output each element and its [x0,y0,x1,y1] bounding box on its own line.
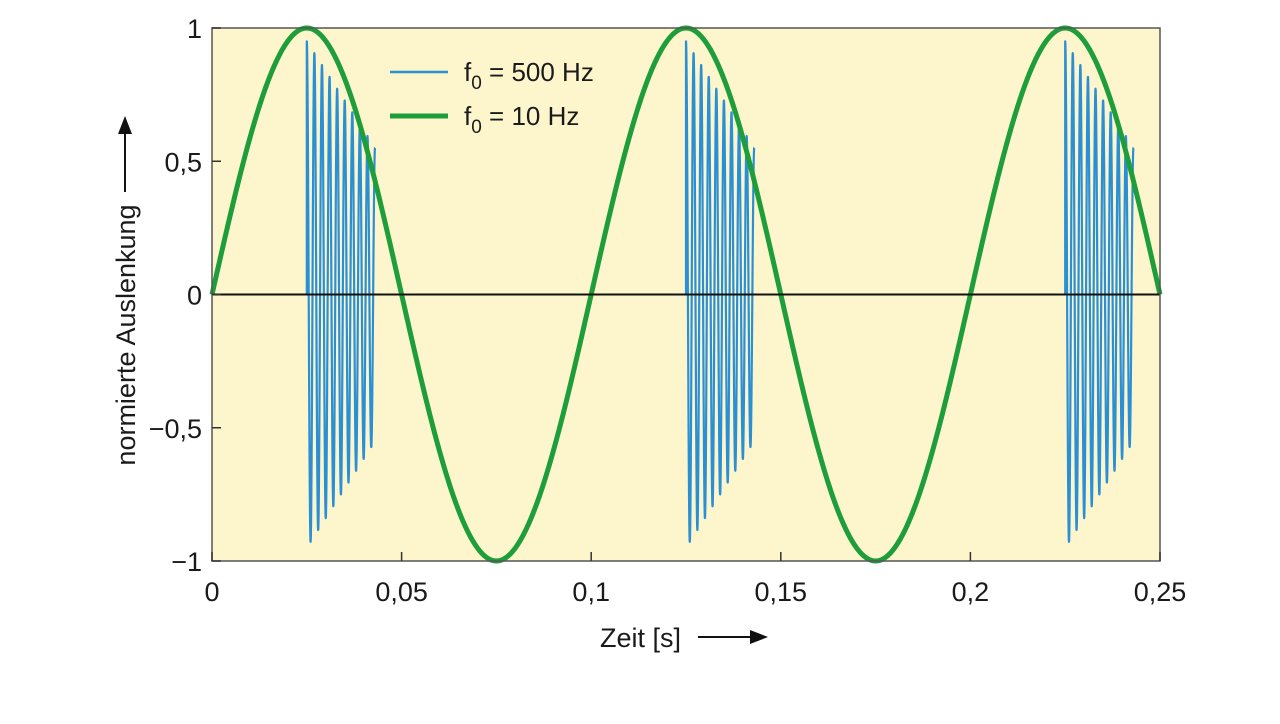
legend-label-1: f0 = 10 Hz [464,101,579,138]
x-axis-arrow-head [750,630,768,644]
y-tick-label-1: −0,5 [149,414,202,444]
y-tick-label-0: −1 [171,547,202,577]
legend-label-sub: 0 [471,73,482,94]
x-axis-title: Zeit [s] [600,623,681,653]
legend-entry-1: f0 = 10 Hz [390,101,579,138]
y-tick-label-4: 1 [187,14,202,44]
x-tick-label-4: 0,2 [952,577,990,607]
y-tick-label-3: 0,5 [164,147,202,177]
legend-label-prefix: f [464,57,472,87]
legend-label-suffix: = 500 Hz [482,57,594,87]
legend-label-prefix: f [464,101,472,131]
legend-entry-0: f0 = 500 Hz [390,57,594,94]
x-tick-label-3: 0,15 [755,577,808,607]
axis-titles: Zeit [s] normierte Auslenkung [111,204,681,653]
x-tick-label-0: 0 [204,577,219,607]
axis-arrows [118,116,768,644]
x-tick-label-5: 0,25 [1134,577,1187,607]
series-500hz-burst-1 [305,40,377,543]
legend-label-suffix: = 10 Hz [482,101,580,131]
y-axis-arrow-head [118,116,132,134]
y-tick-label-2: 0 [187,281,202,311]
legend-label-0: f0 = 500 Hz [464,57,594,94]
y-axis-title: normierte Auslenkung [111,204,141,465]
x-tick-label-1: 0,05 [375,577,428,607]
series-500hz-burst-3 [1064,40,1135,543]
ticks-layer: 0 0,05 0,1 0,15 0,2 0,25 −1 −0,5 0 0,5 1 [149,14,1187,607]
x-tick-label-2: 0,1 [572,577,610,607]
series-500hz-burst-2 [684,40,756,543]
legend-label-sub: 0 [471,117,482,138]
